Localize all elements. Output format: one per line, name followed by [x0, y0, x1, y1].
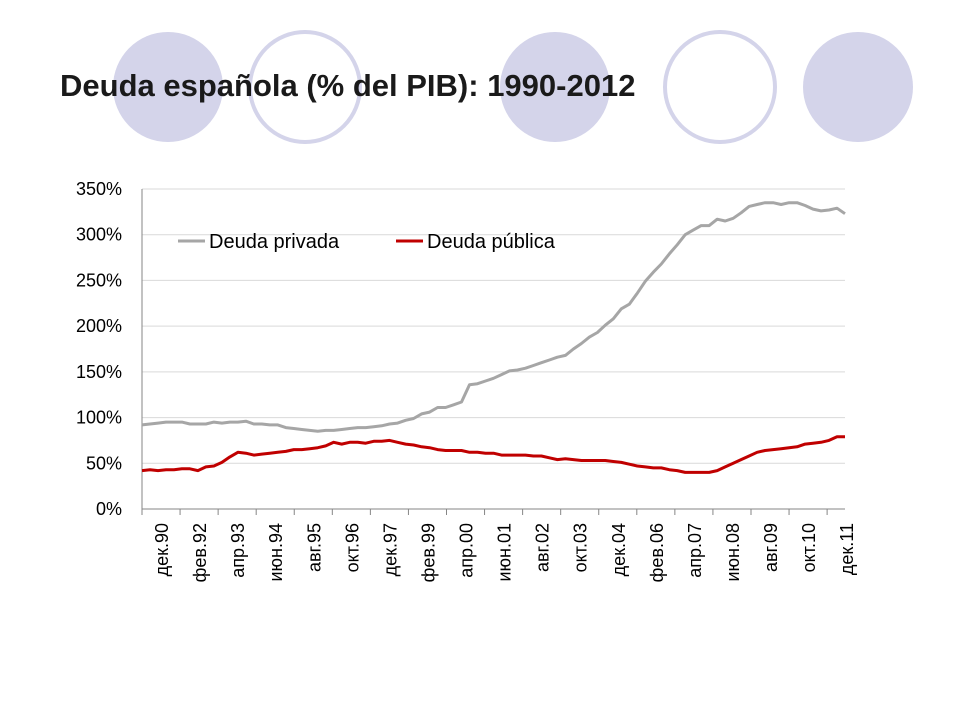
circle-2 — [248, 30, 362, 144]
x-tick-label: апр.93 — [228, 523, 248, 578]
x-tick-label: авг.95 — [304, 523, 324, 572]
x-tick-label: окт.96 — [342, 523, 362, 572]
y-tick-label: 50% — [86, 453, 122, 473]
x-tick-label: фев.99 — [418, 523, 438, 582]
x-tick-label: июн.08 — [723, 523, 743, 582]
decorative-circles — [113, 30, 913, 144]
y-tick-label: 350% — [76, 179, 122, 199]
slide-title: Deuda española (% del PIB): 1990-2012 — [60, 68, 636, 103]
y-tick-label: 250% — [76, 270, 122, 290]
x-tick-label: дек.97 — [380, 523, 400, 576]
x-tick-label: дек.11 — [837, 523, 857, 575]
x-tick-label: апр.07 — [685, 523, 705, 578]
x-tick-label: фев.92 — [190, 523, 210, 582]
y-tick-label: 150% — [76, 362, 122, 382]
y-tick-label: 100% — [76, 408, 122, 428]
circle-3 — [500, 32, 610, 142]
legend-label: Deuda pública — [427, 231, 556, 253]
circle-4 — [663, 30, 777, 144]
series-line-deuda-p-blica — [141, 435, 845, 474]
circle-1 — [113, 32, 223, 142]
x-tick-label: окт.03 — [571, 523, 591, 572]
legend-label: Deuda privada — [209, 231, 340, 253]
y-tick-label: 200% — [76, 316, 122, 336]
circle-5 — [803, 32, 913, 142]
series-line-deuda-privada — [141, 201, 846, 433]
x-tick-label: июн.01 — [495, 523, 515, 582]
x-tick-label: окт.10 — [799, 523, 819, 572]
x-tick-label: дек.04 — [609, 523, 629, 576]
x-tick-label: авг.09 — [761, 523, 781, 572]
y-tick-label: 300% — [76, 225, 122, 245]
x-tick-label: фев.06 — [647, 523, 667, 582]
x-tick-label: дек.90 — [152, 523, 172, 576]
y-tick-label: 0% — [96, 499, 122, 519]
x-tick-label: апр.00 — [457, 523, 477, 578]
x-tick-label: июн.94 — [266, 523, 286, 582]
x-tick-label: авг.02 — [533, 523, 553, 572]
